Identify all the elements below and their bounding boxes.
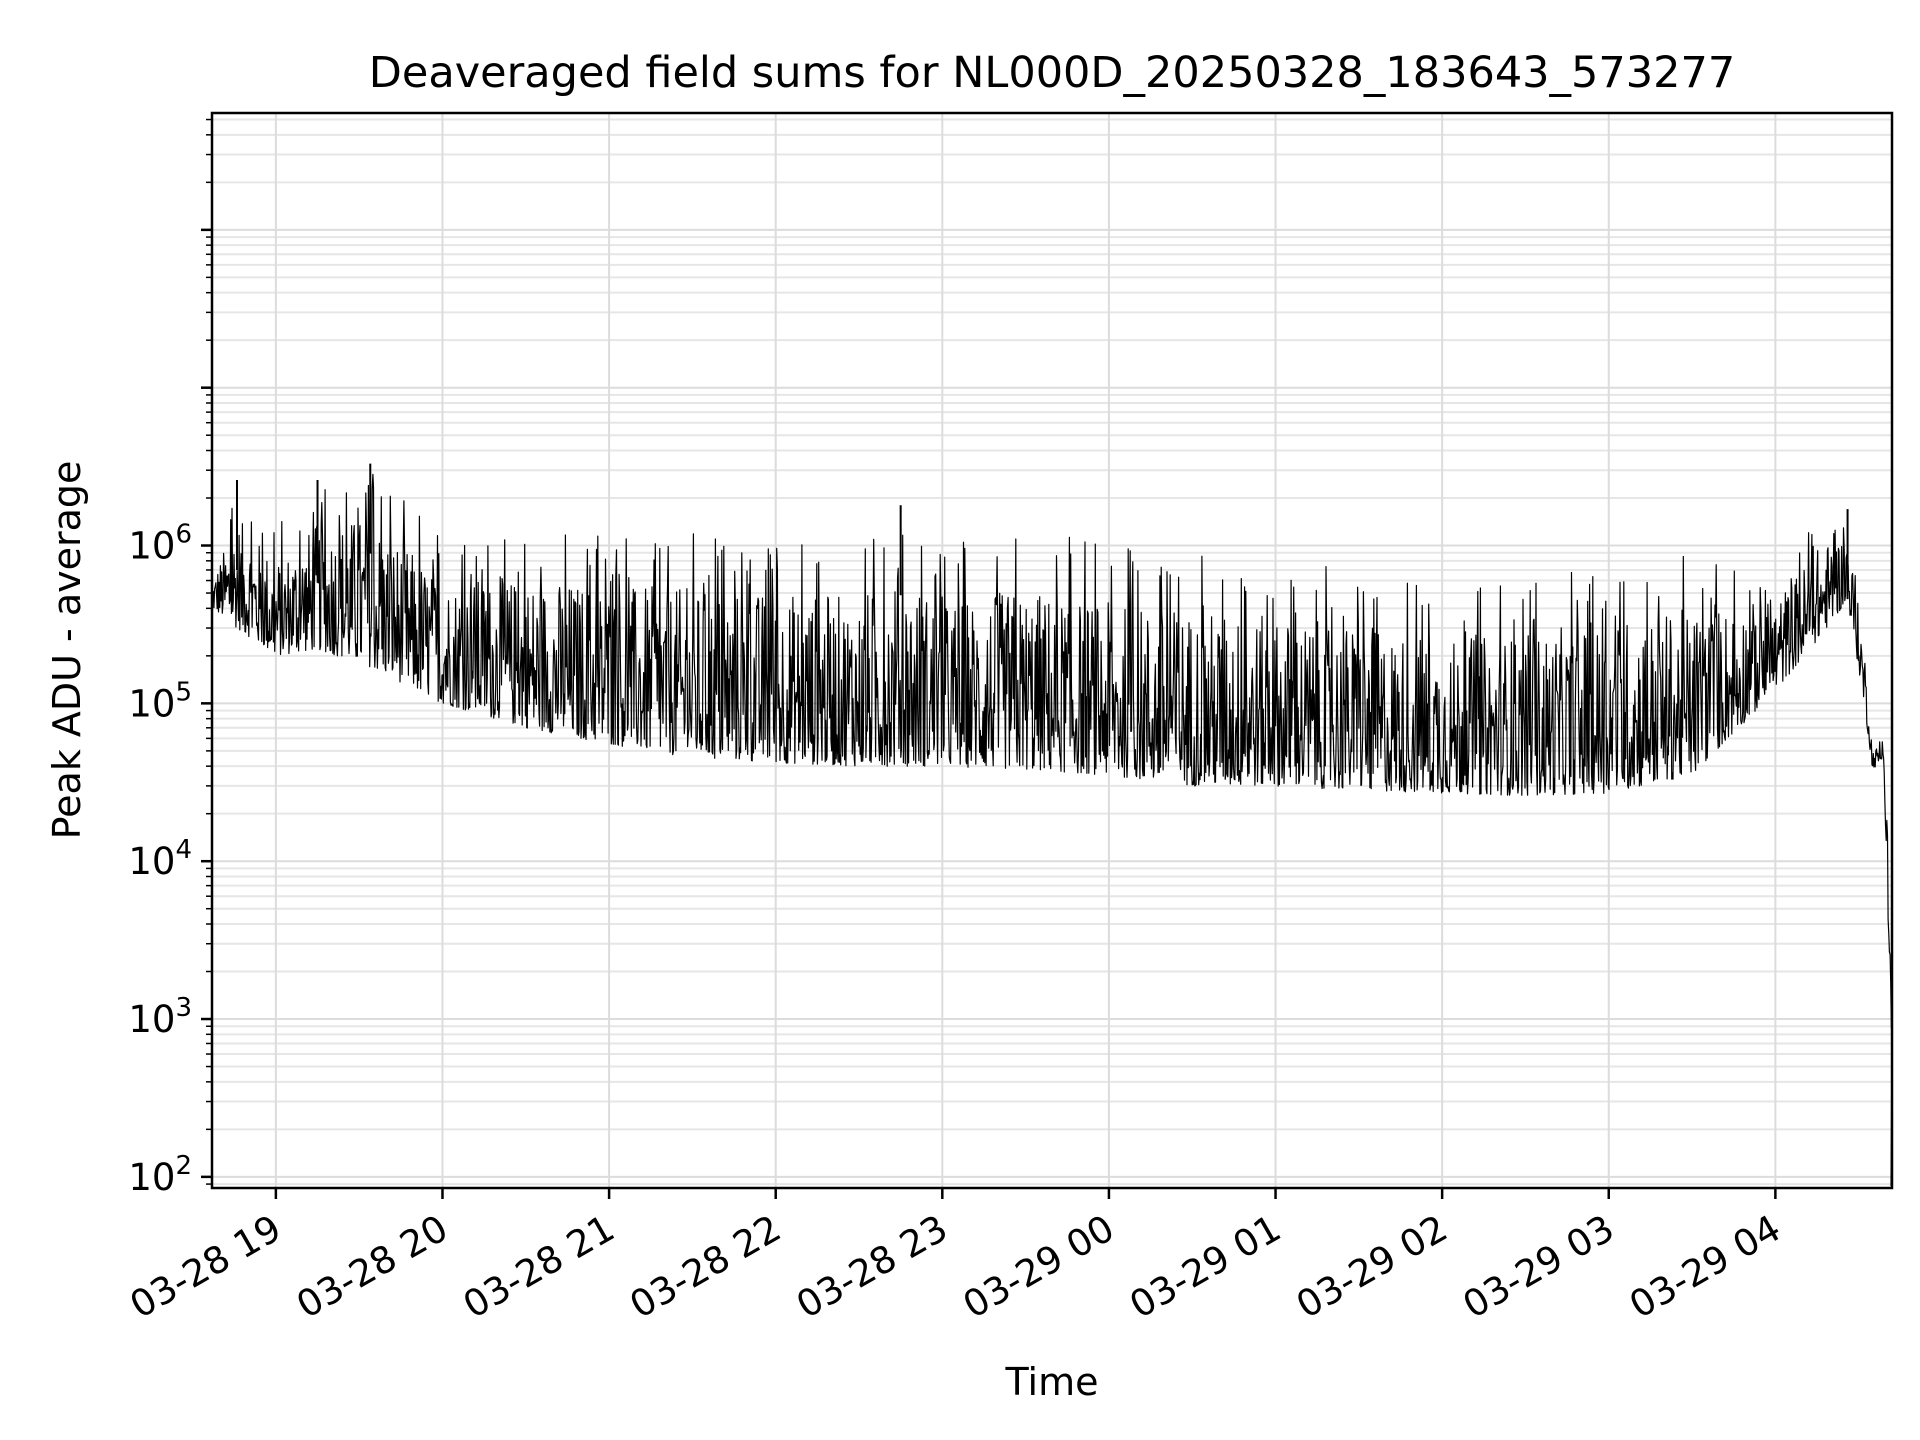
- x-axis-label: Time: [1005, 1360, 1099, 1404]
- x-tick-label: 03-28 22: [623, 1207, 789, 1327]
- y-tick-label: 102: [128, 1151, 192, 1199]
- x-tick-label: 03-28 20: [289, 1207, 455, 1327]
- x-tick-label: 03-29 00: [956, 1207, 1122, 1327]
- y-tick-label: 106: [128, 520, 192, 568]
- x-tick-label: 03-28 21: [456, 1207, 622, 1327]
- x-tick-label: 03-28 19: [123, 1207, 289, 1327]
- y-tick-label: 104: [128, 835, 192, 883]
- chart-title: Deaveraged field sums for NL000D_2025032…: [369, 48, 1735, 98]
- series-layer: [211, 463, 1893, 1187]
- x-tick-label: 03-29 02: [1289, 1207, 1455, 1327]
- y-axis-label: Peak ADU - average: [45, 461, 89, 840]
- series-line: [211, 473, 1893, 1187]
- plot-frame: [210, 111, 1894, 1190]
- x-tick-label: 03-28 23: [789, 1207, 955, 1327]
- y-tick-label: 105: [128, 677, 192, 725]
- x-tick-label: 03-29 03: [1456, 1207, 1622, 1327]
- x-tick-label: 03-29 01: [1122, 1207, 1288, 1327]
- axis-ticks: [201, 118, 1777, 1199]
- y-tick-label: 103: [128, 993, 192, 1041]
- x-tick-label: 03-29 04: [1622, 1207, 1788, 1327]
